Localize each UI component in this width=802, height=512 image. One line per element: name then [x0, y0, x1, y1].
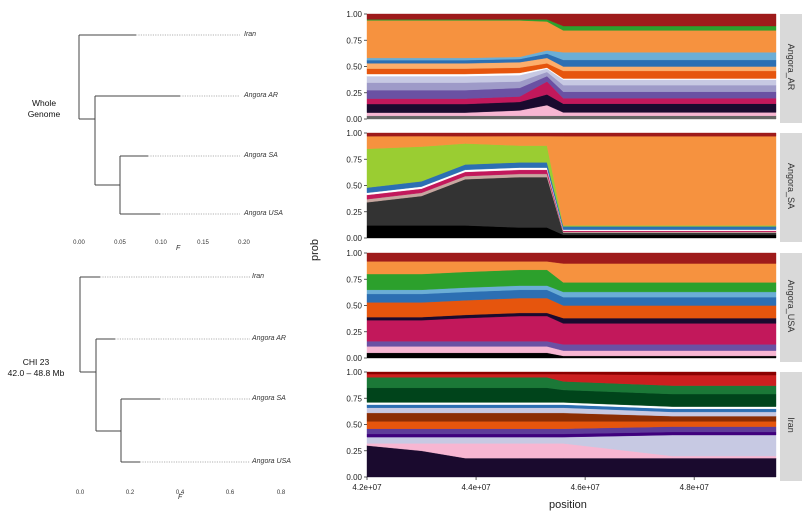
y-tick-label: 0.25 [346, 447, 362, 456]
y-tick-label: 0.50 [346, 421, 362, 430]
taxon-label: Angora AR [244, 92, 278, 99]
tree-label-chi23: CHI 23 42.0 – 48.8 Mb [0, 357, 72, 379]
y-tick-label: 0.75 [346, 36, 362, 45]
taxon-label: Angora SA [252, 395, 286, 402]
y-tick-label: 0.75 [346, 275, 362, 284]
y-tick-label: 1.00 [346, 10, 362, 19]
facet-strip-label: Angora_USA [786, 279, 796, 333]
taxon-label: Iran [244, 31, 257, 38]
area-series [366, 371, 777, 376]
area-series [366, 13, 777, 27]
y-tick-label: 0.25 [346, 208, 362, 217]
y-tick-label: 0.00 [346, 473, 362, 482]
axis-tick: 0.15 [197, 240, 209, 246]
y-tick-label: 0.00 [346, 234, 362, 243]
tree-label-line: Genome [27, 109, 61, 119]
area-series [366, 252, 777, 264]
dendrogram-chi23 [79, 276, 250, 463]
y-tick-label: 0.75 [346, 155, 362, 164]
y-tick-label: 0.75 [346, 394, 362, 403]
y-tick-label: 0.00 [346, 115, 362, 124]
y-tick-label: 0.50 [346, 302, 362, 311]
axis-tick: 0.6 [225, 490, 235, 496]
facet-strip-label: Angora_AR [786, 43, 796, 91]
taxon-label: Angora USA [252, 458, 291, 465]
axis-tick: 0.2 [125, 490, 135, 496]
tree-label-line: Whole [31, 98, 57, 108]
y-tick-label: 0.25 [346, 89, 362, 98]
area-series [366, 132, 777, 137]
tree-axis-title: F [176, 245, 181, 252]
facet-strip-label: Angora_SA [786, 162, 796, 210]
x-tick-label: 4.6e+07 [571, 483, 601, 492]
axis-tick: 0.10 [155, 240, 167, 246]
x-tick-label: 4.8e+07 [680, 483, 710, 492]
axis-tick: 0.05 [114, 240, 126, 246]
y-tick-label: 0.25 [346, 328, 362, 337]
x-axis-title: position [549, 499, 587, 511]
axis-tick: 0.00 [73, 240, 85, 246]
axis-tick: 0.4 [175, 490, 185, 496]
tree-label-line: CHI 23 [22, 357, 50, 367]
y-tick-label: 0.00 [346, 354, 362, 363]
x-tick-label: 4.4e+07 [461, 483, 491, 492]
y-tick-label: 0.50 [346, 63, 362, 72]
y-tick-label: 1.00 [346, 129, 362, 138]
taxon-label: Angora USA [244, 210, 283, 217]
tree-label-line: 42.0 – 48.8 Mb [7, 368, 65, 378]
y-tick-label: 1.00 [346, 368, 362, 377]
taxon-label: Angora SA [244, 152, 278, 159]
area-series [366, 115, 777, 120]
x-tick-label: 4.2e+07 [352, 483, 382, 492]
dendrogram-whole-genome [78, 34, 240, 215]
axis-tick: 0.8 [276, 490, 286, 496]
axis-tick: 0.20 [238, 240, 250, 246]
facet-strip-label: Iran [786, 417, 796, 433]
tree-label-whole-genome: Whole Genome [14, 98, 74, 120]
facet-strip [780, 14, 802, 123]
facet-strip [780, 133, 802, 242]
y-tick-label: 1.00 [346, 249, 362, 258]
axis-tick: 0.0 [75, 490, 85, 496]
taxon-label: Angora AR [252, 335, 286, 342]
y-tick-label: 0.50 [346, 182, 362, 191]
facet-strip [780, 253, 802, 362]
facet-strip [780, 372, 802, 481]
tree-axis-title: F [178, 494, 183, 501]
taxon-label: Iran [252, 273, 265, 280]
